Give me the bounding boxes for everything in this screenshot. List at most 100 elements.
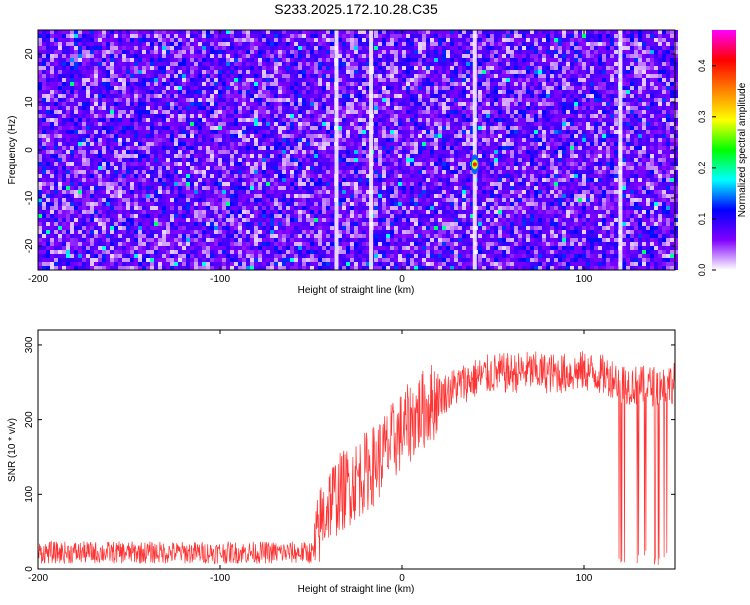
spectrogram-cell: [338, 122, 342, 126]
spectrogram-cell: [614, 98, 618, 102]
spectrogram-cell: [642, 146, 646, 150]
spectrogram-cell: [290, 90, 294, 94]
spectrogram-cell: [642, 130, 646, 134]
spectrogram-cell: [622, 114, 626, 118]
spectrogram-cell: [578, 78, 582, 82]
spectrogram-cell: [274, 78, 278, 82]
spectrogram-cell: [634, 102, 638, 106]
spectrogram-cell: [186, 106, 190, 110]
spectrogram-cell: [350, 102, 354, 106]
spectrogram-cell: [534, 78, 538, 82]
spectrogram-cell: [478, 130, 482, 134]
spectrogram-cell: [606, 138, 610, 142]
spectrogram-cell: [558, 34, 562, 38]
spectrogram-cell: [58, 78, 62, 82]
spectrogram-cell: [118, 30, 122, 34]
spectrogram-cell: [382, 122, 386, 126]
spectrogram-cell: [286, 58, 290, 62]
spectrogram-cell: [354, 146, 358, 150]
spectrogram-cell: [506, 130, 510, 134]
spectrogram-cell: [430, 146, 434, 150]
spectrogram-cell: [398, 122, 402, 126]
spectrogram-cell: [670, 118, 674, 122]
spectrogram-cell: [466, 142, 470, 146]
spectrogram-cell: [514, 90, 518, 94]
spectrogram-cell: [346, 74, 350, 78]
spectrogram-cell: [490, 126, 494, 130]
spectrogram-cell: [602, 102, 606, 106]
spectrogram-cell: [162, 138, 166, 142]
spectrogram-cell: [362, 78, 366, 82]
spectrogram-cell: [590, 102, 594, 106]
spectrogram-cell: [598, 30, 602, 34]
spectrogram-cell: [42, 102, 46, 106]
spectrogram-cell: [634, 146, 638, 150]
spectrogram-cell: [306, 126, 310, 130]
spectrogram-cell: [430, 82, 434, 86]
spectrogram-cell: [574, 94, 578, 98]
spectrogram-cell: [494, 62, 498, 66]
spectrogram-cell: [186, 66, 190, 70]
spectrogram-cell: [406, 90, 410, 94]
spectrogram-cell: [654, 134, 658, 138]
spectrogram-cell: [246, 86, 250, 90]
spectrogram-cell: [290, 130, 294, 134]
spectrogram-cell: [522, 94, 526, 98]
spectrogram-cell: [666, 74, 670, 78]
spectrogram-cell: [410, 130, 414, 134]
spectrogram-cell: [550, 134, 554, 138]
spectrogram-cell: [434, 98, 438, 102]
spectrogram-cell: [634, 34, 638, 38]
spectrogram-cell: [166, 74, 170, 78]
spectrogram-cell: [450, 138, 454, 142]
spectrogram-cell: [458, 122, 462, 126]
spectrogram-cell: [258, 110, 262, 114]
spectrogram-cell: [138, 94, 142, 98]
spectrogram-cell: [314, 126, 318, 130]
spectrogram-cell: [338, 38, 342, 42]
spectrogram-cell: [238, 110, 242, 114]
spectrogram-cell: [666, 70, 670, 74]
spectrogram-cell: [258, 50, 262, 54]
spectrogram-cell: [674, 58, 678, 62]
spectrogram-cell: [46, 42, 50, 46]
spectrogram-cell: [578, 94, 582, 98]
spectrogram-cell: [186, 78, 190, 82]
spectrogram-cell: [190, 66, 194, 70]
spectrogram-cell: [386, 122, 390, 126]
spectrogram-cell: [534, 50, 538, 54]
spectrogram-cell: [310, 138, 314, 142]
spectrogram-cell: [570, 50, 574, 54]
spectrogram-cell: [398, 86, 402, 90]
spectrogram-cell: [82, 150, 86, 154]
spectrogram-cell: [362, 150, 366, 154]
spectrogram-cell: [526, 138, 530, 142]
spectrogram-cell: [242, 110, 246, 114]
spectrogram-cell: [530, 138, 534, 142]
spectrogram-cell: [214, 82, 218, 86]
spectrogram-cell: [86, 34, 90, 38]
spectrogram-cell: [290, 74, 294, 78]
spectrogram-cell: [630, 86, 634, 90]
spectrogram-cell: [38, 98, 42, 102]
spectrogram-cell: [394, 122, 398, 126]
spectrogram-cell: [50, 30, 54, 34]
spectrogram-cell: [234, 50, 238, 54]
spectrogram-cell: [94, 58, 98, 62]
spectrogram-cell: [342, 146, 346, 150]
spectrogram-cell: [206, 138, 210, 142]
spectrogram-cell: [310, 30, 314, 34]
spectrogram-cell: [194, 86, 198, 90]
spectrogram-cell: [614, 102, 618, 106]
spectrogram-cell: [182, 70, 186, 74]
spectrogram-cell: [114, 34, 118, 38]
spectrogram-cell: [514, 142, 518, 146]
spectrogram-cell: [538, 106, 542, 110]
spectrogram-cell: [58, 46, 62, 50]
spectrogram-cell: [662, 46, 666, 50]
spectrogram-cell: [562, 62, 566, 66]
spectrogram-cell: [406, 102, 410, 106]
spectrogram-cell: [330, 82, 334, 86]
spectrogram-cell: [550, 106, 554, 110]
spectrogram-cell: [110, 154, 114, 158]
